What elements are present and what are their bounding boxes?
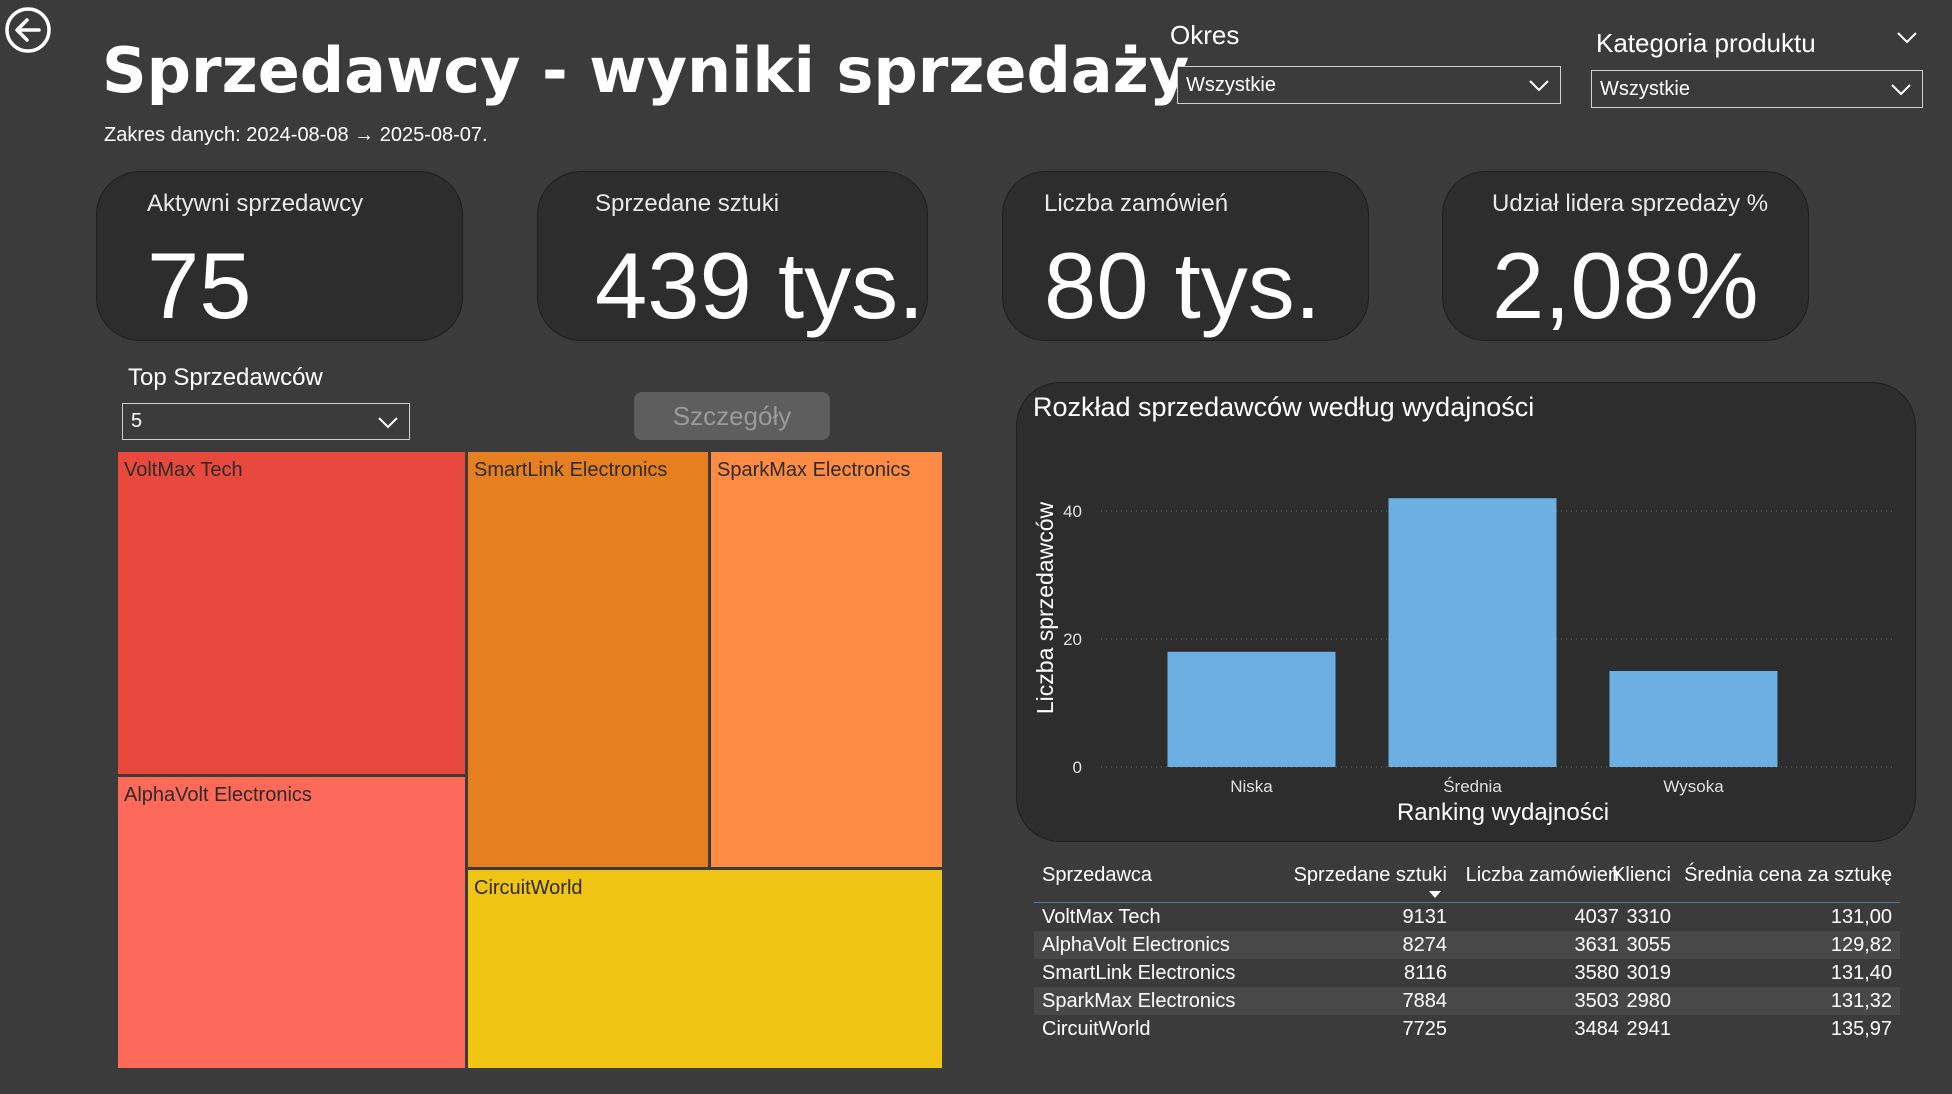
table-row[interactable]: SmartLink Electronics 8116 3580 3019 131,40 [1034, 959, 1900, 987]
treemap-tile-label: SmartLink Electronics [474, 459, 668, 481]
category-dropdown[interactable]: Wszystkie [1591, 70, 1923, 108]
category-filter-label: Kategoria produktu [1596, 28, 1816, 58]
sellers-table: Sprzedawca Sprzedane sztuki Liczba zamów… [1034, 858, 1900, 1043]
table-cell: 135,97 [1830, 1018, 1892, 1040]
bar[interactable] [1388, 498, 1557, 767]
table-cell: VoltMax Tech [1042, 906, 1161, 928]
table-cell: AlphaVolt Electronics [1042, 934, 1230, 956]
top-sellers-label: Top Sprzedawców [128, 364, 323, 391]
table-cell: 7884 [1402, 990, 1448, 1012]
top-sellers-dropdown[interactable]: 5 [122, 403, 410, 440]
treemap-tile[interactable]: AlphaVolt Electronics [116, 775, 467, 1070]
table-cell: 2941 [1626, 1018, 1672, 1040]
chevron-down-icon [378, 416, 398, 428]
treemap-tile-label: AlphaVolt Electronics [124, 784, 312, 806]
kpi-card-orders: Liczba zamówień 80 tys. [1002, 171, 1369, 341]
chart-title: Rozkład sprzedawców według wydajności [1033, 392, 1535, 422]
bar[interactable] [1609, 671, 1778, 767]
chevron-down-icon [1897, 32, 1917, 44]
treemap-tile[interactable]: SparkMax Electronics [709, 450, 944, 869]
period-dropdown-value: Wszystkie [1186, 73, 1276, 96]
back-arrow-icon [5, 7, 51, 53]
kpi-value: 80 tys. [1044, 233, 1321, 338]
category-dropdown-value: Wszystkie [1600, 77, 1690, 100]
top-sellers-value: 5 [131, 410, 143, 432]
chevron-down-icon [1529, 80, 1549, 92]
table-cell: CircuitWorld [1042, 1018, 1151, 1040]
table-body: VoltMax Tech 9131 4037 3310 131,00 AlphaVolt … [1034, 903, 1900, 1043]
table-cell: 4037 [1574, 906, 1620, 928]
category-collapse-toggle[interactable] [1896, 30, 1918, 44]
table-row[interactable]: VoltMax Tech 9131 4037 3310 131,00 [1034, 903, 1900, 931]
kpi-label: Liczba zamówień [1044, 190, 1229, 217]
y-tick-label: 40 [1063, 502, 1082, 521]
treemap-tile-label: SparkMax Electronics [717, 459, 911, 481]
x-tick-label: Niska [1230, 777, 1273, 796]
table-cell: 131,40 [1830, 962, 1892, 984]
y-tick-label: 0 [1073, 758, 1082, 777]
table-cell: 8274 [1402, 934, 1448, 956]
table-cell: SparkMax Electronics [1042, 990, 1236, 1012]
table-cell: 3484 [1574, 1018, 1620, 1040]
table-cell: 129,82 [1830, 934, 1892, 956]
page-title: Sprzedawcy - wyniki sprzedaży [102, 34, 1190, 107]
table-row[interactable]: CircuitWorld 7725 3484 2941 135,97 [1034, 1015, 1900, 1043]
column-header[interactable]: Średnia cena za sztukę [1684, 864, 1892, 886]
table-cell: 3503 [1574, 990, 1620, 1012]
kpi-value: 439 tys. [595, 233, 925, 338]
kpi-card-leader-share: Udział lidera sprzedaży % 2,08% [1442, 171, 1809, 341]
column-header[interactable]: Sprzedawca [1042, 864, 1153, 886]
date-range: Zakres danych: 2024-08-08 → 2025-08-07. [104, 124, 488, 146]
performance-bar-chart: 0 20 40 Niska Średnia Wysoka Ranking wydajnośc… [1032, 498, 1896, 826]
sort-descending-icon [1429, 891, 1441, 898]
table-row[interactable]: SparkMax Electronics 7884 3503 2980 131,32 [1034, 987, 1900, 1015]
table-cell: 131,32 [1830, 990, 1892, 1012]
details-button[interactable]: Szczegóły [634, 392, 830, 440]
table-cell: 3580 [1574, 962, 1620, 984]
kpi-value: 2,08% [1492, 233, 1759, 338]
table-header-row: Sprzedawca Sprzedane sztuki Liczba zamów… [1034, 858, 1900, 903]
chevron-down-icon [1891, 84, 1911, 96]
period-filter-label: Okres [1170, 20, 1240, 50]
seller-treemap: VoltMax Tech AlphaVolt Electronics Smart… [116, 450, 944, 1070]
table-cell: SmartLink Electronics [1042, 962, 1236, 984]
kpi-label: Udział lidera sprzedaży % [1492, 190, 1769, 217]
back-button[interactable] [4, 6, 52, 54]
table-cell: 9131 [1402, 906, 1448, 928]
column-header[interactable]: Sprzedane sztuki [1293, 864, 1447, 886]
table-cell: 3631 [1574, 934, 1620, 956]
kpi-card-active-sellers: Aktywni sprzedawcy 75 [96, 171, 463, 341]
y-tick-label: 20 [1063, 630, 1082, 649]
table-cell: 8116 [1403, 962, 1447, 984]
treemap-tile[interactable]: SmartLink Electronics [466, 450, 710, 869]
kpi-card-units-sold: Sprzedane sztuki 439 tys. [537, 171, 928, 341]
table-cell: 7725 [1402, 1018, 1448, 1040]
table-row[interactable]: AlphaVolt Electronics 8274 3631 3055 129,82 [1034, 931, 1900, 959]
column-header[interactable]: Liczba zamówień [1465, 864, 1619, 886]
column-header[interactable]: Klienci [1612, 864, 1671, 886]
table-cell: 3055 [1626, 934, 1672, 956]
x-axis-title: Ranking wydajności [1397, 799, 1609, 826]
period-dropdown[interactable]: Wszystkie [1177, 66, 1561, 104]
bar[interactable] [1167, 651, 1336, 767]
treemap-tile[interactable]: VoltMax Tech [116, 450, 467, 776]
x-tick-label: Wysoka [1663, 777, 1724, 796]
x-tick-label: Średnia [1443, 777, 1502, 796]
treemap-tile[interactable]: CircuitWorld [466, 868, 944, 1070]
table-cell: 131,00 [1830, 906, 1892, 928]
table-cell: 3019 [1626, 962, 1672, 984]
y-axis-title: Liczba sprzedawców [1032, 502, 1058, 715]
kpi-value: 75 [147, 233, 252, 338]
kpi-label: Sprzedane sztuki [595, 190, 780, 217]
treemap-tile-label: CircuitWorld [474, 877, 583, 899]
treemap-tile-label: VoltMax Tech [124, 459, 243, 481]
kpi-label: Aktywni sprzedawcy [147, 190, 364, 217]
table-cell: 3310 [1626, 906, 1672, 928]
table-cell: 2980 [1626, 990, 1672, 1012]
